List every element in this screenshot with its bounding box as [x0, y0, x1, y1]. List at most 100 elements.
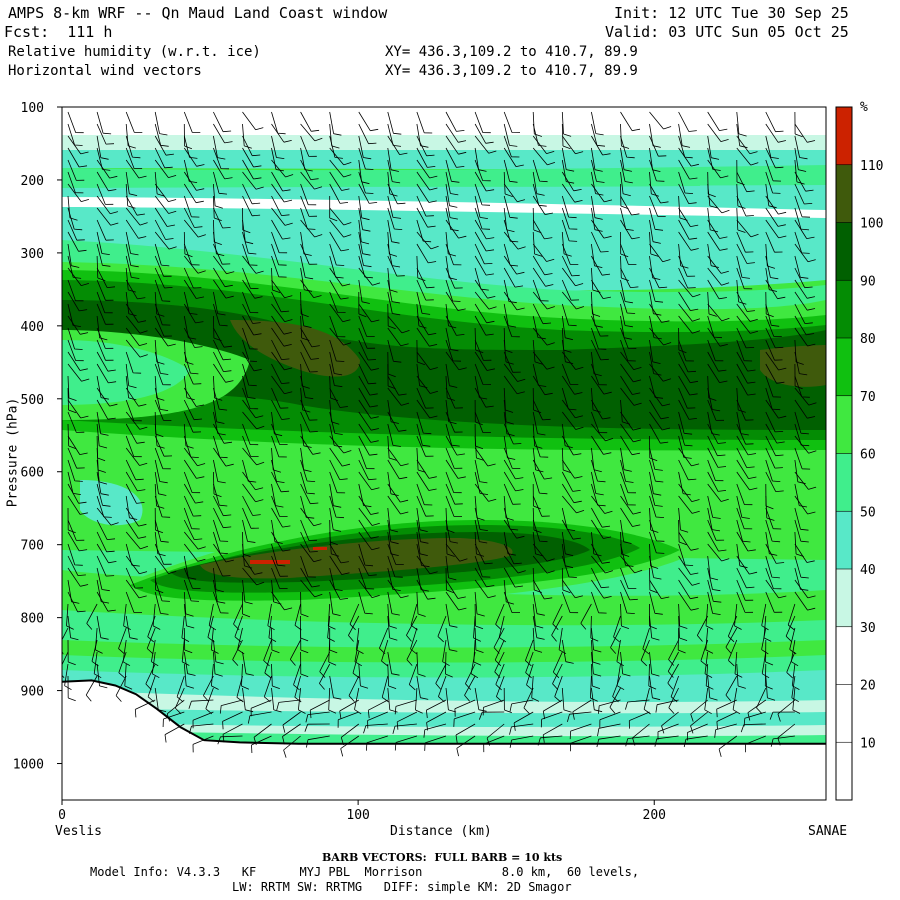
wind-barb — [678, 399, 697, 420]
wind-barb — [736, 147, 759, 166]
wind-barb — [253, 723, 272, 746]
wind-barb — [649, 591, 663, 615]
wind-barb — [707, 111, 728, 131]
wind-barb — [145, 663, 156, 690]
wind-barb — [678, 315, 701, 334]
wind-barb — [125, 435, 142, 458]
wind-barb — [464, 675, 476, 702]
wind-barb — [416, 231, 439, 250]
wind-barb — [67, 135, 89, 155]
colorbar-swatch — [836, 453, 852, 512]
wind-barb — [154, 219, 174, 240]
wind-barb — [96, 495, 112, 518]
colorbar-label-90: 90 — [860, 274, 876, 289]
wind-barb — [616, 663, 625, 691]
wind-barb — [242, 447, 265, 466]
wind-barb — [445, 495, 462, 517]
wind-barb — [329, 327, 352, 346]
wind-barb — [503, 483, 521, 505]
wind-barb — [794, 135, 808, 160]
wind-barb — [271, 471, 290, 493]
wind-barb — [736, 483, 753, 506]
wind-barb — [620, 387, 642, 406]
wind-barb — [263, 639, 272, 667]
wind-barb — [242, 267, 259, 289]
wind-barb — [591, 411, 608, 434]
wind-barb — [183, 603, 195, 629]
wind-barb — [96, 567, 110, 592]
x-end-label: SANAE — [808, 824, 848, 839]
wind-barb — [532, 519, 548, 543]
wind-barb — [416, 195, 434, 217]
wind-barb — [125, 423, 145, 444]
wind-barb — [591, 279, 611, 299]
wind-barb — [561, 519, 581, 540]
wind-barb — [707, 495, 721, 519]
wind-barb — [242, 651, 254, 676]
wind-barb — [678, 351, 697, 373]
wind-barb — [424, 735, 447, 751]
wind-barb — [154, 327, 176, 347]
wind-barb — [329, 675, 342, 700]
wind-barb — [736, 411, 749, 436]
wind-barb — [736, 339, 753, 362]
wind-barb — [356, 627, 364, 654]
wind-barb — [570, 735, 592, 752]
wind-barb — [242, 579, 253, 605]
wind-barb — [358, 351, 379, 371]
wind-barb — [445, 387, 463, 409]
wind-barb — [794, 315, 815, 336]
wind-barb — [358, 663, 369, 689]
wind-barb — [794, 387, 817, 406]
wind-barb — [300, 627, 309, 654]
colorbar-swatch — [836, 511, 852, 569]
wind-barb — [271, 135, 285, 159]
y-tick-label-300: 300 — [21, 247, 44, 262]
wind-barb — [678, 207, 699, 227]
wind-barb — [620, 471, 637, 494]
wind-barb — [474, 339, 492, 361]
wind-barb — [300, 567, 320, 588]
wind-barb — [620, 279, 633, 304]
wind-barb — [387, 183, 406, 205]
wind-barb — [678, 447, 700, 467]
wind-barb — [445, 171, 459, 196]
wind-barb — [683, 735, 708, 748]
wind-barb — [242, 147, 262, 168]
wind-barb — [125, 339, 148, 358]
wind-barb — [445, 351, 467, 371]
wind-barb — [96, 459, 108, 485]
wind-barb — [632, 723, 650, 746]
wind-barb — [705, 603, 714, 630]
wind-barb — [561, 459, 583, 479]
wind-barb — [747, 699, 767, 721]
wind-barb — [96, 375, 109, 400]
wind-barb — [96, 663, 108, 689]
wind-barb — [125, 471, 146, 492]
wind-barb — [649, 243, 671, 263]
wind-barb — [329, 363, 343, 388]
wind-barb — [620, 495, 641, 515]
wind-barb — [387, 603, 397, 629]
wind-barb — [358, 279, 370, 304]
wind-barb — [271, 423, 288, 445]
wind-barb — [154, 423, 165, 449]
wind-barb — [503, 267, 524, 288]
wind-barb — [620, 555, 643, 574]
wind-barb — [125, 231, 139, 256]
wind-barb — [96, 303, 114, 325]
wind-barb — [294, 675, 302, 703]
wind-barb — [213, 159, 233, 180]
wind-barb — [271, 495, 288, 517]
wind-barb — [532, 375, 553, 396]
section-coords-2: XY= 436.3,109.2 to 410.7, 89.9 — [385, 63, 638, 79]
wind-barb — [474, 135, 497, 154]
wind-barb — [649, 339, 661, 364]
wind-barb — [591, 183, 613, 203]
wind-barb — [667, 651, 679, 678]
wind-barb — [791, 675, 799, 703]
wind-barb — [176, 675, 185, 703]
wind-barb — [542, 699, 563, 720]
wind-barb — [794, 495, 816, 515]
wind-barb — [183, 459, 205, 479]
